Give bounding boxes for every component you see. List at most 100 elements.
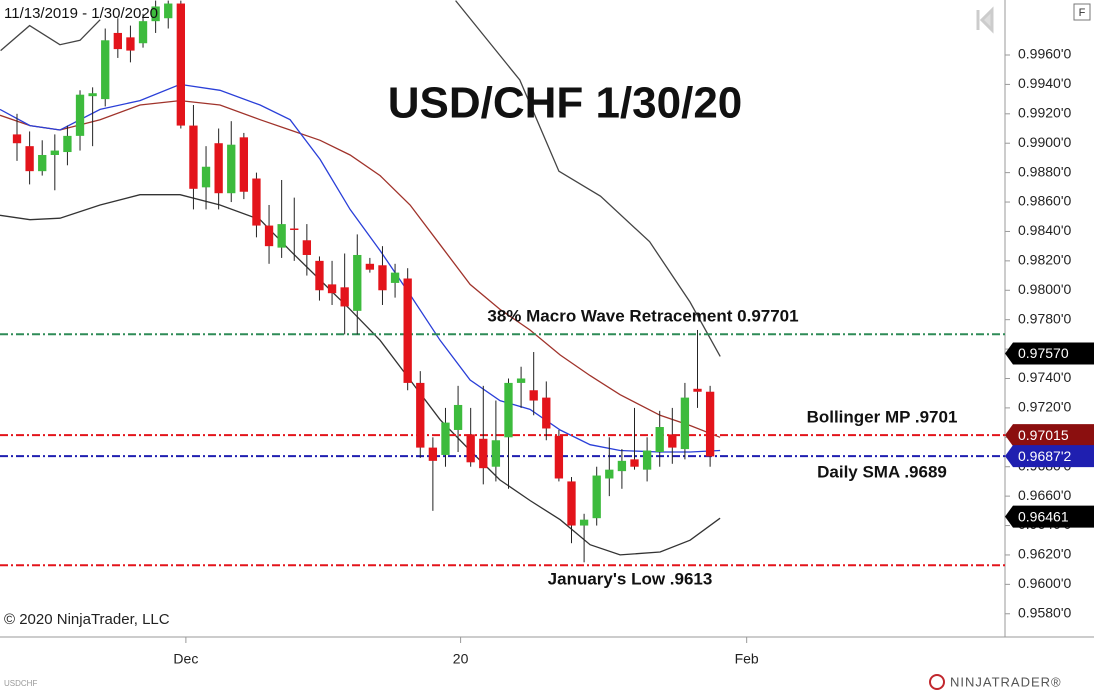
y-tick-label: 0.9720'0 — [1018, 399, 1071, 415]
candle-body — [201, 166, 211, 188]
price-tag-label: 0.9687'2 — [1018, 448, 1071, 464]
y-tick-label: 0.9900'0 — [1018, 134, 1071, 150]
candle-body — [264, 225, 274, 247]
y-tick-label: 0.9960'0 — [1018, 46, 1071, 62]
brand: NINJATRADER® — [950, 674, 1062, 689]
candle-body — [239, 137, 249, 192]
corner-button-label: F — [1079, 7, 1086, 19]
price-tag — [1005, 445, 1094, 468]
candle-body — [340, 287, 349, 307]
chart-title: USD/CHF 1/30/20 — [388, 79, 743, 128]
candle-body — [164, 3, 173, 19]
candle-body — [227, 144, 236, 194]
candle-body — [416, 382, 425, 448]
candle-body — [252, 178, 261, 226]
x-tick-label: 20 — [453, 651, 469, 667]
candle-body — [50, 150, 59, 155]
candle-body — [441, 422, 450, 455]
candle-body — [75, 94, 85, 136]
level-label: Daily SMA .9689 — [817, 463, 947, 482]
y-tick-label: 0.9660'0 — [1018, 487, 1071, 503]
candle-body — [479, 438, 488, 469]
candle-body — [214, 143, 223, 194]
candle-body — [542, 397, 551, 429]
y-tick-label: 0.9820'0 — [1018, 252, 1071, 268]
y-tick-label: 0.9800'0 — [1018, 281, 1071, 297]
indicator-line — [0, 0, 721, 357]
candle-body — [88, 93, 97, 97]
copyright: © 2020 NinjaTrader, LLC — [4, 611, 170, 628]
candle-body — [605, 469, 614, 479]
level-label: 38% Macro Wave Retracement 0.97701 — [487, 307, 798, 326]
y-tick-label: 0.9920'0 — [1018, 105, 1071, 121]
candle-body — [668, 434, 677, 448]
candle-body — [491, 440, 501, 467]
y-tick-label: 0.9580'0 — [1018, 604, 1071, 620]
candle-body — [579, 519, 589, 526]
candle-body — [516, 378, 526, 383]
scroll-icon — [976, 6, 994, 34]
price-tag — [1005, 424, 1094, 447]
x-tick-label: Feb — [735, 651, 759, 667]
candle-body — [126, 37, 135, 51]
candle-body — [12, 134, 22, 144]
y-tick-label: 0.9600'0 — [1018, 575, 1071, 591]
candle-body — [38, 154, 47, 172]
candle-body — [277, 224, 286, 248]
candle-body — [390, 272, 400, 283]
price-tag-label: 0.96461 — [1018, 508, 1069, 524]
indicator-line — [0, 83, 721, 453]
candle-body — [138, 21, 148, 44]
candle-body — [403, 278, 412, 383]
candle-body — [504, 382, 513, 438]
y-tick-label: 0.9860'0 — [1018, 193, 1071, 209]
y-tick-label: 0.9780'0 — [1018, 310, 1071, 326]
candle-body — [25, 146, 34, 172]
price-tag-label: 0.97015 — [1018, 427, 1069, 443]
candle-body — [189, 125, 198, 189]
candle-body — [290, 228, 299, 231]
candle-body — [365, 263, 375, 270]
candle-body — [567, 481, 576, 526]
y-tick-label: 0.9620'0 — [1018, 546, 1071, 562]
candle-body — [315, 260, 324, 291]
symbol: USDCHF — [4, 679, 37, 688]
date-range: 11/13/2019 - 1/30/2020 — [4, 5, 158, 22]
candle-body — [302, 240, 312, 255]
candle-body — [176, 3, 185, 126]
candle-body — [630, 459, 639, 467]
candle-body — [642, 450, 652, 470]
candle-body — [617, 460, 627, 472]
candle-body — [529, 390, 538, 401]
candle-body — [151, 6, 160, 22]
indicator-line — [0, 194, 721, 556]
candle-body — [353, 254, 362, 311]
x-tick-label: Dec — [173, 651, 198, 667]
candle-body — [655, 427, 664, 453]
level-label: Bollinger MP .9701 — [807, 408, 958, 427]
candle-body — [554, 435, 564, 479]
level-label: January's Low .9613 — [548, 570, 713, 589]
logo-icon — [929, 674, 945, 690]
candle-body — [378, 265, 387, 291]
y-tick-label: 0.9880'0 — [1018, 163, 1071, 179]
candle-body — [453, 404, 463, 430]
price-tag — [1005, 342, 1094, 365]
candle-body — [428, 447, 438, 461]
candle-body — [113, 32, 122, 50]
candle-body — [693, 388, 702, 392]
price-tag — [1005, 505, 1094, 528]
y-tick-label: 0.9940'0 — [1018, 75, 1071, 91]
candle-body — [680, 397, 690, 450]
candle-body — [466, 434, 475, 463]
candle-body — [705, 391, 715, 457]
plot-area — [0, 0, 1005, 567]
corner-button[interactable] — [1073, 3, 1091, 21]
candle-body — [101, 40, 110, 100]
price-tag-label: 0.97570 — [1018, 345, 1069, 361]
y-tick-label: 0.9740'0 — [1018, 369, 1071, 385]
candle-body — [63, 135, 72, 153]
candle-body — [327, 284, 337, 294]
y-tick-label: 0.9840'0 — [1018, 222, 1071, 238]
